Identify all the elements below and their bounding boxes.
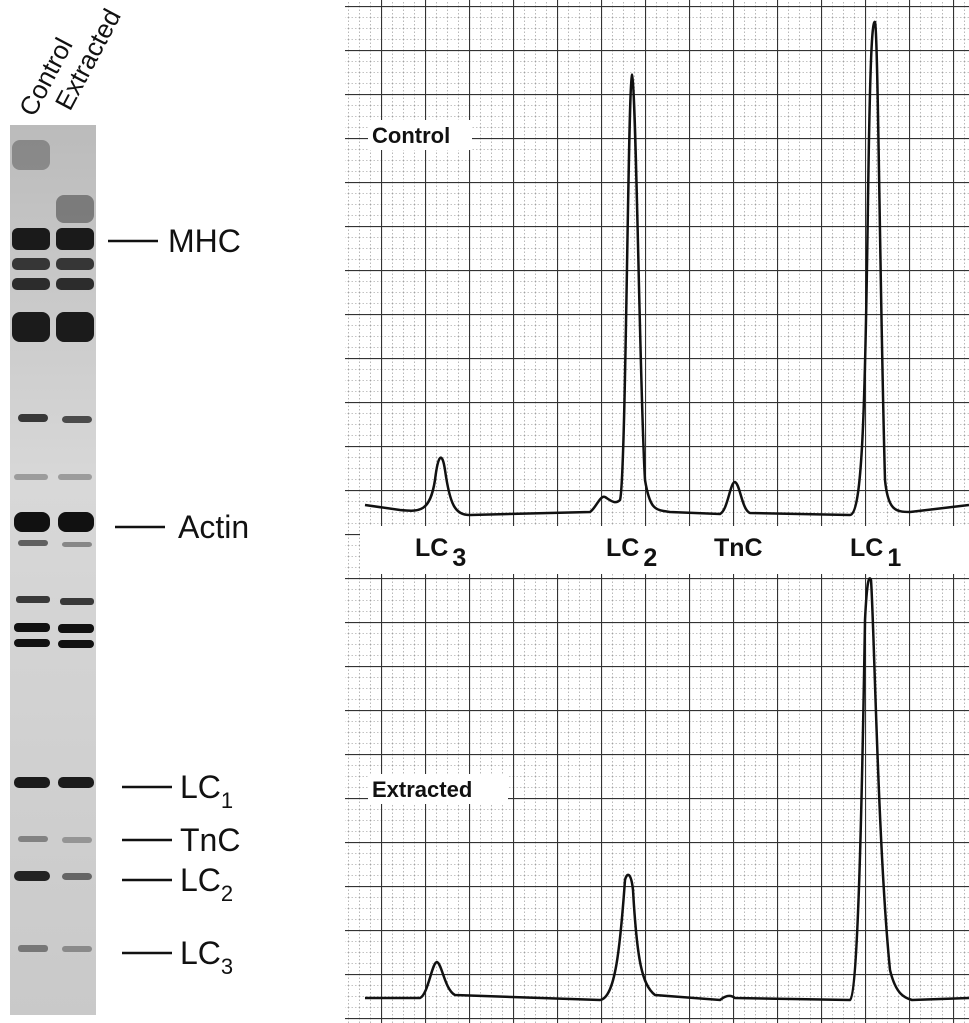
chart-paper xyxy=(345,0,969,1023)
subscript: 3 xyxy=(452,544,466,572)
gel-bands xyxy=(12,140,94,952)
peak-label: LC 3 xyxy=(415,534,466,572)
gel: Control Extracted MHC Actin LC1 TnC LC2 … xyxy=(10,4,249,1015)
peak-label: LC 2 xyxy=(606,534,657,572)
label-text: LC xyxy=(415,534,448,562)
band-label: LC3 xyxy=(180,935,233,979)
label-text: LC xyxy=(850,534,883,562)
label-text: LC xyxy=(180,769,221,805)
subscript: 2 xyxy=(643,544,657,572)
label-strip xyxy=(360,526,969,574)
band-label: LC2 xyxy=(180,862,233,906)
panel-label: Control xyxy=(372,123,450,148)
trace-extracted xyxy=(365,577,969,1002)
peak-label: TnC xyxy=(714,534,763,562)
subscript: 1 xyxy=(887,544,901,572)
band-label: MHC xyxy=(168,223,241,259)
trace-control xyxy=(364,20,969,517)
subscript: 1 xyxy=(221,788,233,813)
label-text: LC xyxy=(180,935,221,971)
band-label: TnC xyxy=(180,822,240,858)
densitometry: Control Extracted LC 3 LC 2 TnC LC 1 xyxy=(345,0,969,1023)
band-label: Actin xyxy=(178,509,249,545)
label-bg xyxy=(368,120,472,150)
subscript: 2 xyxy=(221,881,233,906)
label-text: LC xyxy=(180,862,221,898)
subscript: 3 xyxy=(221,954,233,979)
label-bg xyxy=(368,774,508,804)
label-text: LC xyxy=(606,534,639,562)
panel-label: Extracted xyxy=(372,777,472,802)
band-label: LC1 xyxy=(180,769,233,813)
peak-label: LC 1 xyxy=(850,534,901,572)
gel-lanes xyxy=(10,125,96,1015)
